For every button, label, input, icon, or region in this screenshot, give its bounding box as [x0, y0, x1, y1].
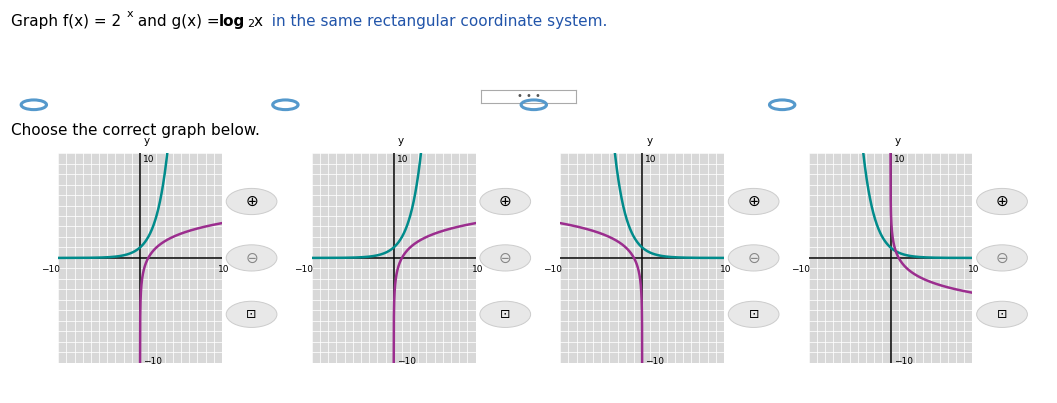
- Text: log: log: [219, 14, 245, 29]
- Text: ⊡: ⊡: [997, 308, 1007, 321]
- Text: x: x: [127, 9, 133, 19]
- Text: ⊖: ⊖: [245, 250, 258, 266]
- Text: 10: 10: [968, 265, 980, 274]
- Text: ⊖: ⊖: [996, 250, 1008, 266]
- Text: 10: 10: [894, 155, 905, 164]
- Text: x: x: [254, 14, 263, 29]
- Text: −10: −10: [144, 357, 163, 366]
- Text: −10: −10: [792, 265, 811, 274]
- Text: 10: 10: [720, 265, 731, 274]
- Text: ⊡: ⊡: [748, 308, 759, 321]
- Text: −10: −10: [646, 357, 665, 366]
- Text: x: x: [231, 248, 238, 258]
- Text: ⊖: ⊖: [499, 250, 512, 266]
- Text: • • •: • • •: [517, 91, 540, 101]
- Text: 10: 10: [397, 155, 408, 164]
- Text: Choose the correct graph below.: Choose the correct graph below.: [11, 123, 259, 138]
- Text: y: y: [646, 135, 652, 145]
- Text: x: x: [734, 248, 740, 258]
- Text: x: x: [982, 248, 988, 258]
- Text: 10: 10: [471, 265, 483, 274]
- Text: −10: −10: [894, 357, 913, 366]
- Text: in the same rectangular coordinate system.: in the same rectangular coordinate syste…: [262, 14, 608, 29]
- Text: x: x: [485, 248, 492, 258]
- Text: 10: 10: [218, 265, 229, 274]
- Text: ⊕: ⊕: [747, 194, 760, 209]
- Text: y: y: [894, 135, 901, 145]
- Text: 10: 10: [646, 155, 656, 164]
- Text: ⊡: ⊡: [246, 308, 257, 321]
- Text: 2: 2: [247, 19, 255, 29]
- Text: ⊖: ⊖: [747, 250, 760, 266]
- Text: −10: −10: [397, 357, 416, 366]
- Text: Graph f(x) = 2: Graph f(x) = 2: [11, 14, 120, 29]
- Text: −10: −10: [543, 265, 562, 274]
- Text: y: y: [144, 135, 150, 145]
- Text: ⊕: ⊕: [499, 194, 512, 209]
- Text: ⊡: ⊡: [500, 308, 511, 321]
- Text: −10: −10: [41, 265, 60, 274]
- Text: −10: −10: [295, 265, 314, 274]
- Text: ⊕: ⊕: [245, 194, 258, 209]
- Text: ⊕: ⊕: [996, 194, 1008, 209]
- Text: y: y: [397, 135, 404, 145]
- Text: 10: 10: [144, 155, 154, 164]
- Text: and g(x) =: and g(x) =: [133, 14, 225, 29]
